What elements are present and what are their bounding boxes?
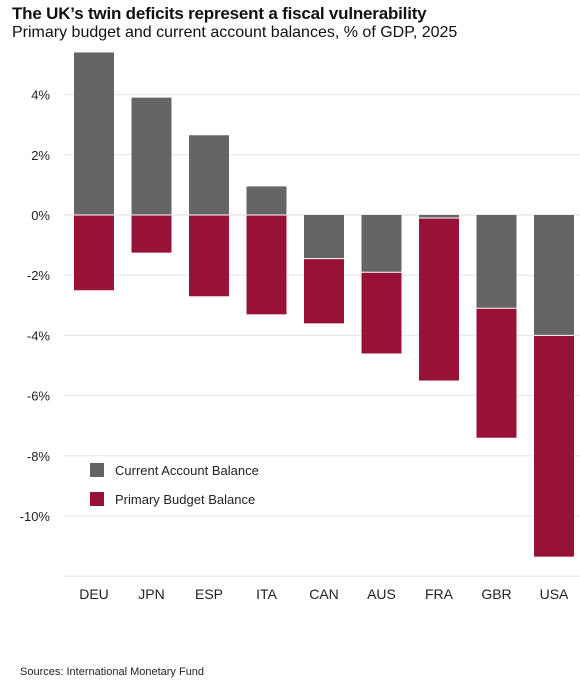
chart-subtitle: Primary budget and current account balan… xyxy=(12,24,458,41)
x-tick-label-aus: AUS xyxy=(367,586,396,602)
legend-label-current-account: Current Account Balance xyxy=(115,463,259,478)
legend-swatch-current-account xyxy=(90,463,104,477)
bar-primary-budget-deu xyxy=(74,215,114,291)
chart-title: The UK’s twin deficits represent a fisca… xyxy=(12,4,427,23)
bar-primary-budget-ita xyxy=(246,215,287,315)
bar-primary-budget-aus xyxy=(361,272,402,354)
bars xyxy=(74,52,574,557)
y-tick-label: -10% xyxy=(20,509,51,524)
bar-current-account-usa xyxy=(534,215,574,336)
y-tick-label: 2% xyxy=(31,148,50,163)
bar-chart: 4% 2% 0% -2% -4% -6% -8% -10% DEU JPN ESP ITA CAN AU… xyxy=(20,52,580,602)
x-tick-label-gbr: GBR xyxy=(481,586,511,602)
x-tick-label-ita: ITA xyxy=(256,586,277,602)
bar-current-account-fra xyxy=(419,215,459,219)
x-tick-label-deu: DEU xyxy=(79,586,109,602)
bar-current-account-ita xyxy=(246,186,287,215)
bar-primary-budget-usa xyxy=(534,335,574,557)
y-axis-ticks: 4% 2% 0% -2% -4% -6% -8% -10% xyxy=(20,88,51,524)
bar-current-account-can xyxy=(304,215,344,259)
source-note: Sources: International Monetary Fund xyxy=(20,666,205,678)
bar-primary-budget-esp xyxy=(189,215,229,297)
y-tick-label: 0% xyxy=(31,208,50,223)
x-tick-label-esp: ESP xyxy=(195,586,223,602)
bar-primary-budget-fra xyxy=(419,218,459,381)
y-tick-label: -6% xyxy=(27,389,51,404)
x-tick-label-can: CAN xyxy=(309,586,339,602)
legend-label-primary-budget: Primary Budget Balance xyxy=(115,492,255,507)
y-tick-label: -4% xyxy=(27,328,51,343)
bar-current-account-aus xyxy=(361,215,402,273)
bar-primary-budget-jpn xyxy=(131,215,172,253)
y-tick-label: 4% xyxy=(31,88,50,103)
x-tick-label-jpn: JPN xyxy=(138,586,164,602)
x-tick-label-fra: FRA xyxy=(425,586,454,602)
legend-swatch-primary-budget xyxy=(90,492,104,506)
bar-current-account-esp xyxy=(189,135,229,215)
legend: Current Account Balance Primary Budget Ba… xyxy=(90,463,259,507)
bar-current-account-jpn xyxy=(131,97,172,215)
bar-current-account-gbr xyxy=(476,215,517,309)
x-tick-label-usa: USA xyxy=(540,586,569,602)
y-tick-label: -8% xyxy=(27,449,51,464)
x-axis-ticks: DEU JPN ESP ITA CAN AUS FRA GBR USA xyxy=(79,586,569,602)
y-tick-label: -2% xyxy=(27,268,51,283)
bar-primary-budget-can xyxy=(304,258,344,324)
bar-primary-budget-gbr xyxy=(476,308,517,438)
bar-current-account-deu xyxy=(74,52,114,216)
